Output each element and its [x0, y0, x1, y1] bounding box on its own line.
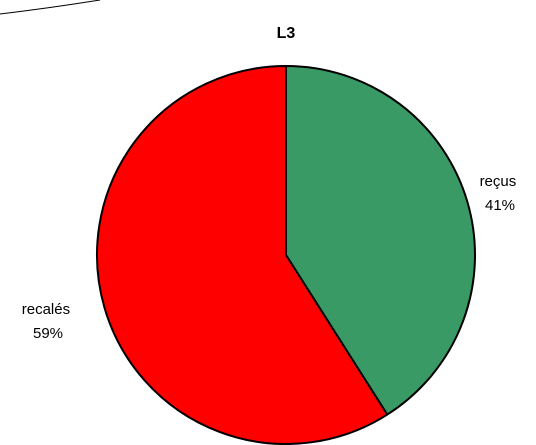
slice-label-received-category: reçus: [480, 173, 517, 190]
chart-title: L3: [277, 25, 296, 42]
pie-slices: [96, 65, 476, 445]
slice-label-received-percent: 41%: [485, 197, 515, 214]
slice-label-failed: recalés 59%: [22, 301, 75, 342]
slice-label-failed-category: recalés: [22, 301, 70, 318]
slice-label-received: reçus 41%: [480, 173, 521, 214]
pie-slice-received: [285, 65, 476, 416]
frame-corner-line: [0, 0, 101, 15]
pie-slice-failed: [96, 65, 389, 445]
slice-label-failed-percent: 59%: [33, 325, 63, 342]
